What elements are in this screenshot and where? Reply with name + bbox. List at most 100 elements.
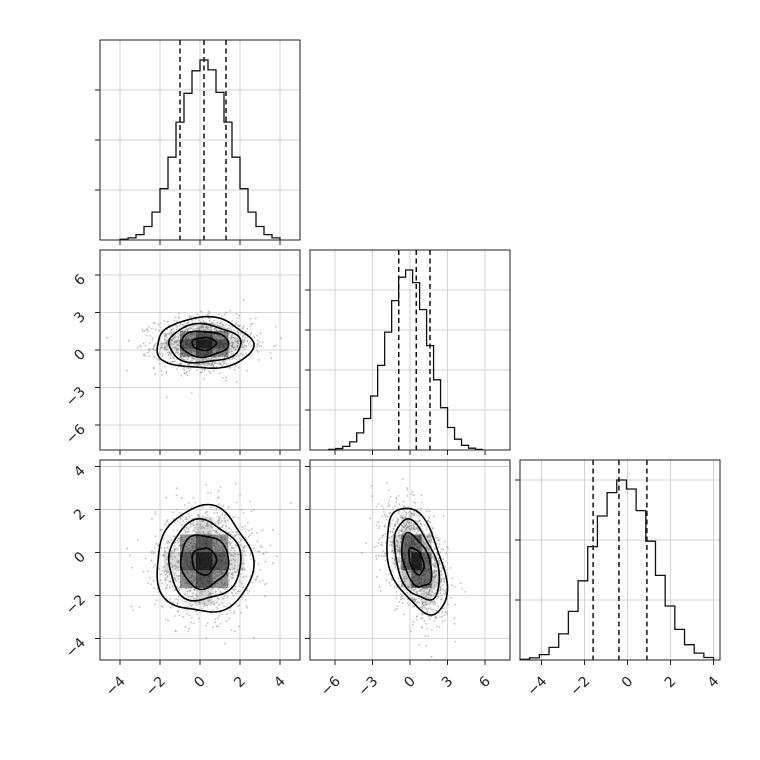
scatter-point	[185, 371, 188, 373]
scatter-point	[407, 511, 410, 514]
scatter-point	[432, 603, 435, 605]
scatter-point	[189, 522, 192, 525]
scatter-point	[220, 586, 223, 589]
scatter-point	[444, 565, 447, 568]
scatter-point	[229, 533, 232, 536]
scatter-point	[392, 519, 394, 521]
scatter-point	[256, 345, 259, 348]
scatter-point	[206, 523, 208, 526]
scatter-point	[248, 529, 250, 532]
scatter-point	[376, 545, 379, 547]
scatter-point	[179, 572, 182, 574]
histogram-grid-1	[100, 40, 300, 240]
scatter-point	[236, 353, 239, 356]
scatter-point	[209, 364, 212, 367]
scatter-point	[201, 317, 203, 320]
scatter-point	[238, 625, 240, 628]
scatter-point	[166, 575, 169, 578]
scatter-point	[428, 615, 430, 618]
scatter-point	[218, 549, 221, 552]
scatter-point	[173, 521, 176, 524]
scatter-point	[221, 325, 224, 328]
scatter-point	[394, 505, 396, 508]
scatter-point	[169, 597, 172, 600]
scatter-point	[177, 560, 180, 563]
scatter-point	[208, 370, 211, 373]
scatter-point	[186, 572, 189, 575]
scatter-point	[201, 506, 204, 509]
scatter-point	[166, 556, 169, 559]
scatter-point	[384, 532, 387, 535]
scatter-point	[172, 529, 175, 532]
scatter-point	[212, 541, 214, 544]
scatter-point	[192, 547, 195, 549]
density-cell	[421, 552, 432, 571]
scatter-point	[398, 551, 401, 554]
scatter-point	[186, 349, 188, 351]
scatter-point	[125, 369, 128, 372]
scatter-point	[176, 602, 179, 605]
scatter-point	[226, 542, 228, 545]
scatter-point	[161, 374, 164, 376]
scatter-point	[214, 575, 217, 578]
scatter-point	[177, 599, 180, 601]
scatter-point	[138, 606, 141, 609]
scatter-point	[395, 597, 398, 599]
scatter-point	[195, 610, 197, 613]
scatter-point	[181, 350, 184, 353]
scatter-point	[433, 585, 436, 588]
scatter-point	[443, 581, 446, 584]
scatter-point	[233, 368, 236, 371]
scatter-point	[432, 579, 435, 582]
scatter-point	[423, 604, 425, 607]
scatter-point	[218, 598, 220, 600]
scatter-point	[190, 569, 193, 572]
scatter-point	[249, 318, 252, 320]
scatter-point	[221, 353, 224, 355]
scatter-point	[407, 586, 410, 589]
scatter-point	[400, 596, 402, 599]
scatter-point	[228, 568, 231, 571]
scatter-point	[218, 372, 221, 375]
scatter-point	[446, 546, 448, 548]
scatter-point	[370, 495, 373, 498]
scatter-point	[183, 353, 186, 356]
scatter-point	[212, 626, 215, 629]
density-cell	[228, 534, 245, 553]
scatter-point	[215, 531, 218, 534]
scatter-point	[171, 605, 174, 607]
scatter-point	[193, 540, 195, 542]
scatter-point	[184, 348, 187, 351]
scatter-point	[399, 514, 402, 516]
scatter-point	[176, 341, 179, 343]
scatter-point	[162, 566, 164, 569]
scatter-point	[193, 598, 196, 601]
scatter-point	[169, 332, 172, 334]
scatter-point	[150, 559, 153, 562]
scatter-point	[216, 548, 219, 551]
scatter-point	[378, 525, 381, 528]
scatter-point	[258, 340, 261, 343]
scatter-point	[192, 530, 195, 532]
scatter-point	[409, 570, 412, 573]
scatter-point	[392, 527, 395, 530]
scatter-point	[242, 354, 244, 356]
scatter-point	[148, 355, 151, 357]
scatter-point	[187, 577, 190, 580]
scatter-point	[180, 546, 183, 548]
scatter-point	[192, 545, 195, 547]
scatter-point	[224, 355, 226, 358]
scatter-point	[423, 543, 426, 546]
scatter-point	[188, 586, 191, 589]
scatter-point	[212, 369, 215, 372]
scatter-point	[218, 574, 221, 576]
scatter-point	[161, 342, 163, 344]
scatter-point	[395, 496, 398, 499]
scatter-point	[181, 352, 184, 355]
scatter-point	[175, 547, 178, 550]
scatter-point	[201, 593, 203, 595]
scatter-point	[217, 549, 219, 551]
scatter-point	[217, 362, 220, 365]
scatter-point	[234, 336, 237, 339]
scatter-point	[230, 329, 233, 331]
